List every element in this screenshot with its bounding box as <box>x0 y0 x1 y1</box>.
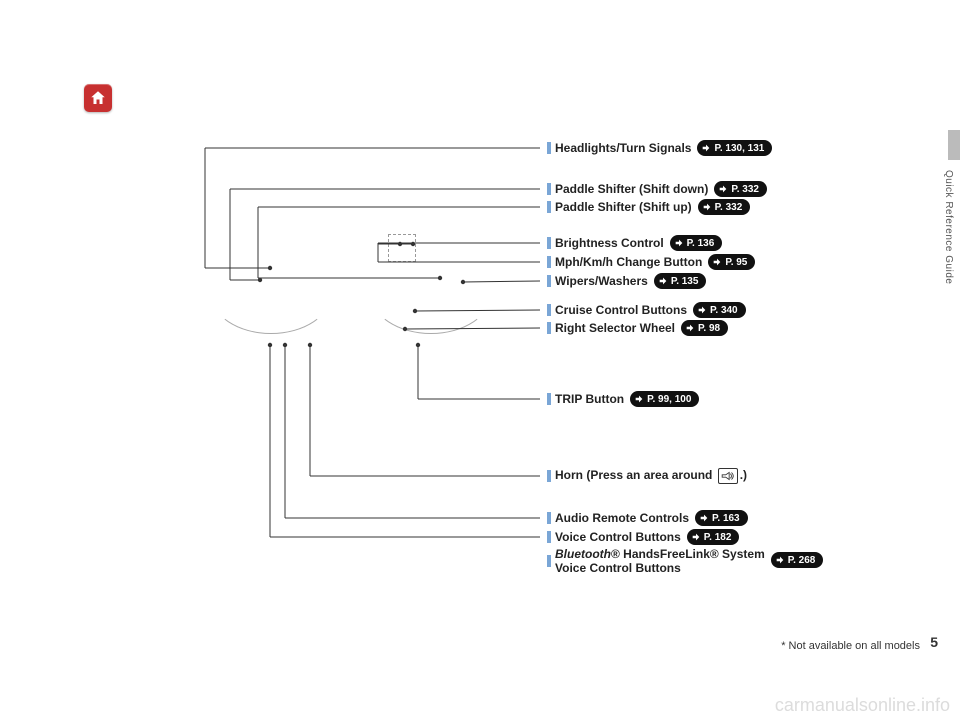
page-ref-pill: P. 340 <box>693 302 746 318</box>
callout-tick <box>547 201 551 213</box>
page-ref-pill: P. 98 <box>681 320 728 336</box>
home-button[interactable] <box>84 84 112 112</box>
left-wheel-arc <box>210 252 332 334</box>
page-ref-pill: P. 182 <box>687 529 740 545</box>
callout-tick <box>547 393 551 405</box>
page-ref-pill: P. 136 <box>670 235 723 251</box>
right-wheel-arc <box>370 252 492 334</box>
page-ref-pill: P. 332 <box>698 199 751 215</box>
horn-icon <box>718 468 738 484</box>
callout-headlights: Headlights/Turn Signals P. 130, 131 <box>547 140 772 156</box>
page-ref-pill: P. 130, 131 <box>697 140 772 156</box>
callout-brightness: Brightness Control P. 136 <box>547 235 722 251</box>
callout-tick <box>547 470 551 482</box>
callout-tick <box>547 512 551 524</box>
callout-tick <box>547 183 551 195</box>
callout-label: Voice Control Buttons <box>555 530 681 544</box>
callout-tick <box>547 275 551 287</box>
callout-label: Bluetooth® HandsFreeLink® SystemVoice Co… <box>555 547 765 575</box>
callout-label: Right Selector Wheel <box>555 321 675 335</box>
callout-tick <box>547 555 551 567</box>
page: Quick Reference Guide Headlights/Turn Si… <box>0 0 960 722</box>
callout-label: Wipers/Washers <box>555 274 648 288</box>
callout-cruise: Cruise Control Buttons P. 340 <box>547 302 746 318</box>
page-ref-pill: P. 332 <box>714 181 767 197</box>
page-number: 5 <box>930 634 938 650</box>
leader-lines <box>0 0 960 722</box>
callout-tick <box>547 322 551 334</box>
watermark: carmanualsonline.info <box>775 695 950 716</box>
callout-tick <box>547 237 551 249</box>
callout-label: Horn (Press an area around .) <box>555 468 747 484</box>
callout-audio-remote: Audio Remote Controls P. 163 <box>547 510 748 526</box>
home-icon <box>89 89 107 107</box>
callout-label: Brightness Control <box>555 236 664 250</box>
callout-mph-kmh: Mph/Km/h Change Button P. 95 <box>547 254 755 270</box>
page-ref-pill: P. 268 <box>771 552 824 568</box>
callout-label: Paddle Shifter (Shift up) <box>555 200 692 214</box>
callout-right-selector: Right Selector Wheel P. 98 <box>547 320 728 336</box>
callout-bluetooth: Bluetooth® HandsFreeLink® SystemVoice Co… <box>547 547 823 575</box>
callout-label: Paddle Shifter (Shift down) <box>555 182 708 196</box>
callout-wipers: Wipers/Washers P. 135 <box>547 273 706 289</box>
side-label: Quick Reference Guide <box>943 170 954 284</box>
callout-label: Audio Remote Controls <box>555 511 689 525</box>
callout-paddle-down: Paddle Shifter (Shift down) P. 332 <box>547 181 767 197</box>
callout-label: Headlights/Turn Signals <box>555 141 691 155</box>
callout-tick <box>547 142 551 154</box>
callout-paddle-up: Paddle Shifter (Shift up) P. 332 <box>547 199 750 215</box>
callout-horn: Horn (Press an area around .) <box>547 468 747 484</box>
callout-tick <box>547 256 551 268</box>
callout-tick <box>547 304 551 316</box>
callout-tick <box>547 531 551 543</box>
dashed-box <box>388 234 416 262</box>
page-ref-pill: P. 99, 100 <box>630 391 699 407</box>
edge-tab <box>948 130 960 160</box>
callout-label: TRIP Button <box>555 392 624 406</box>
callout-voice-control: Voice Control Buttons P. 182 <box>547 529 739 545</box>
callout-label: Cruise Control Buttons <box>555 303 687 317</box>
page-ref-pill: P. 95 <box>708 254 755 270</box>
footnote: * Not available on all models <box>781 640 920 652</box>
callout-label: Mph/Km/h Change Button <box>555 255 702 269</box>
page-ref-pill: P. 163 <box>695 510 748 526</box>
page-ref-pill: P. 135 <box>654 273 707 289</box>
callout-trip: TRIP Button P. 99, 100 <box>547 391 699 407</box>
